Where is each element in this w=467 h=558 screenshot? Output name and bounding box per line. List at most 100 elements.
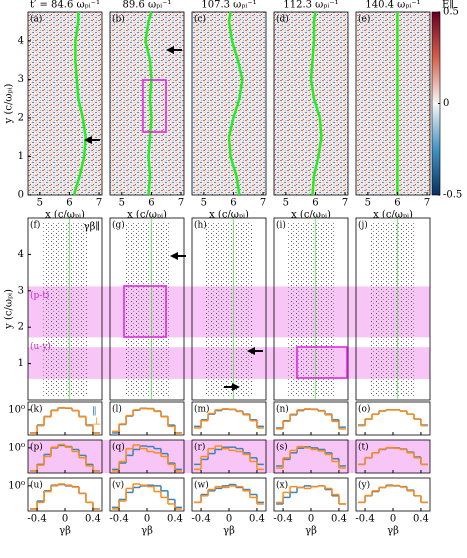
- boundary-curve: [227, 11, 244, 196]
- x-axis-label: γβ: [141, 526, 153, 537]
- panel-label: (o): [358, 404, 370, 415]
- panel-label: (a): [30, 14, 42, 25]
- region-box: [142, 79, 167, 133]
- band-label: (u-y): [30, 341, 51, 352]
- x-axis-label: γβ: [387, 526, 399, 537]
- panel-title: 107.3 ωₚᵢ⁻¹: [201, 0, 256, 11]
- panel-label: (e): [358, 14, 370, 25]
- y-tick-label: 2: [18, 112, 24, 123]
- panel-label: (u): [30, 480, 43, 491]
- panel-label: (h): [194, 220, 207, 231]
- y-tick-label: 1: [18, 151, 24, 162]
- y-tick-label: 0: [18, 190, 24, 201]
- y-axis-label: y (c/ωₚᵢ): [4, 84, 15, 125]
- y-tick-label: 4: [18, 249, 24, 260]
- x-tick-label: 0: [144, 514, 150, 525]
- x-tick-label: -0.4: [109, 514, 128, 525]
- x-tick-label: 5: [37, 198, 43, 209]
- panel-frame: [355, 217, 431, 401]
- heatmap-panel: [27, 11, 103, 196]
- panel-label: (p): [30, 442, 43, 453]
- boundary-curve: [309, 11, 323, 196]
- x-tick-label: 6: [312, 198, 318, 209]
- panel-frame: [109, 217, 185, 401]
- y-tick-label: 3: [18, 74, 24, 85]
- panel-label: (w): [194, 480, 209, 491]
- x-tick-label: 7: [260, 198, 266, 209]
- x-tick-label: 0: [390, 514, 396, 525]
- panel-title: 112.3 ωₚᵢ⁻¹: [283, 0, 338, 11]
- x-axis-label: γβ: [223, 526, 235, 537]
- panel-label: (j): [358, 220, 368, 231]
- panel-frame: [27, 217, 103, 401]
- panel-title: 89.6 ωₚᵢ⁻¹: [123, 0, 172, 11]
- x-tick-label: 0.4: [413, 514, 429, 525]
- x-tick-label: 0: [308, 514, 314, 525]
- panel-label: (q): [112, 442, 125, 453]
- panel-label: (s): [276, 442, 288, 453]
- heatmap-panel: [191, 11, 267, 196]
- scatter-cloud: [206, 222, 252, 396]
- colorbar-tick-label: 0: [443, 98, 449, 109]
- x-tick-label: -0.4: [191, 514, 210, 525]
- arrow: [170, 252, 186, 260]
- x-axis-label: x (c/ωₚᵢ): [373, 210, 413, 221]
- panel-label: (n): [276, 404, 289, 415]
- x-tick-label: 0.4: [249, 514, 265, 525]
- panel-label: (t): [358, 442, 369, 453]
- y-tick-label: 2: [18, 322, 24, 333]
- panel-label: (i): [276, 220, 286, 231]
- y-tick-label: 3: [18, 285, 24, 296]
- boundary-curve: [72, 12, 87, 196]
- plots: (a) t′ = 84.6 ωₚᵢ⁻¹ 5 6 7 x (c/ωₚᵢ) (b) 89.6 ωₚ…: [4, 0, 463, 537]
- colorbar-tick-label: -0.5: [443, 190, 462, 201]
- scatter-cloud: [288, 222, 334, 396]
- heatmap-panel: [273, 11, 349, 196]
- panel-label: (f): [30, 220, 40, 231]
- x-tick-label: 5: [119, 198, 125, 209]
- heatmap-panel: [109, 11, 185, 196]
- x-tick-label: 6: [394, 198, 400, 209]
- x-tick-label: 7: [96, 198, 102, 209]
- x-tick-label: 5: [283, 198, 289, 209]
- arrow: [84, 136, 100, 144]
- panel-label: (y): [358, 480, 370, 491]
- annotation: γβ∥: [84, 221, 100, 233]
- heatmap-panel: [355, 11, 431, 196]
- x-tick-label: 0: [62, 514, 68, 525]
- panel-label: (x): [276, 480, 288, 491]
- row-band: [28, 440, 430, 473]
- scatter-cloud: [124, 222, 170, 396]
- y-tick-label: 1: [18, 358, 24, 369]
- y-tick-label: 10⁰: [8, 480, 25, 491]
- x-tick-label: 7: [424, 198, 430, 209]
- x-axis-label: γβ: [305, 526, 317, 537]
- x-axis-label: γβ: [59, 526, 71, 537]
- region-box: [296, 346, 348, 379]
- panel-label: (c): [194, 14, 206, 25]
- panel-frame: [273, 217, 349, 401]
- panel-label: (m): [194, 404, 210, 415]
- arrow: [224, 383, 240, 391]
- x-tick-label: 6: [230, 198, 236, 209]
- scatter-cloud: [42, 222, 88, 396]
- scatter-cloud: [370, 222, 416, 396]
- arrow: [166, 46, 182, 54]
- x-axis-label: x (c/ωₚᵢ): [45, 210, 85, 221]
- x-tick-label: 0: [226, 514, 232, 525]
- x-tick-label: 5: [201, 198, 207, 209]
- legend-entry: ∥: [92, 406, 97, 418]
- panel-label: (b): [112, 14, 125, 25]
- panel-title: t′ = 84.6 ωₚᵢ⁻¹: [30, 0, 100, 11]
- legend-entry: ⊥: [92, 417, 101, 428]
- x-tick-label: 0.4: [331, 514, 347, 525]
- x-tick-label: 7: [342, 198, 348, 209]
- y-axis-label: y (c/ωₚᵢ): [4, 289, 15, 330]
- x-tick-label: -0.4: [355, 514, 374, 525]
- x-axis-label: x (c/ωₚᵢ): [127, 210, 167, 221]
- panel-label: (g): [112, 220, 125, 231]
- x-tick-label: 0.4: [167, 514, 183, 525]
- panel-label: (k): [30, 404, 42, 415]
- panel-label: (d): [276, 14, 289, 25]
